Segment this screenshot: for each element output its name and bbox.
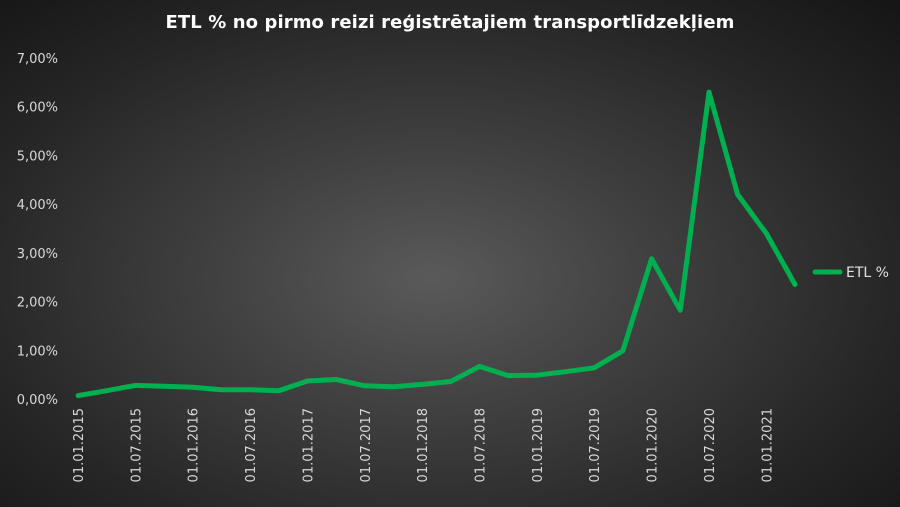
- y-tick-label: 3,00%: [17, 247, 58, 262]
- x-tick-label: 01.07.2020: [703, 408, 718, 482]
- series-layer: [75, 89, 798, 399]
- x-tick-label: 01.01.2017: [301, 408, 316, 482]
- x-tick-label: 01.01.2018: [416, 408, 431, 482]
- legend-label: ETL %: [846, 265, 889, 281]
- chart-title: ETL % no pirmo reizi reģistrētajiem tran…: [165, 12, 735, 33]
- y-tick-label: 1,00%: [17, 344, 58, 359]
- y-tick-label: 5,00%: [17, 149, 58, 164]
- x-tick-label: 01.07.2018: [474, 408, 489, 482]
- x-tick-label: 01.01.2020: [646, 408, 661, 482]
- x-tick-label: 01.01.2019: [531, 408, 546, 482]
- y-axis-labels: 0,00% 1,00% 2,00% 3,00% 4,00% 5,00% 6,00% 7,00%: [17, 52, 58, 408]
- x-tick-label: 01.07.2019: [588, 408, 603, 482]
- y-tick-label: 7,00%: [17, 52, 58, 67]
- series-line-etl: [75, 89, 798, 399]
- x-tick-label: 01.01.2021: [760, 408, 775, 482]
- x-tick-label: 01.07.2016: [244, 408, 259, 482]
- x-axis-labels: 01.01.2015 01.07.2015 01.01.2016 01.07.2016…: [72, 408, 775, 482]
- x-tick-label: 01.07.2017: [359, 408, 374, 482]
- x-tick-label: 01.01.2015: [72, 408, 87, 482]
- y-tick-label: 0,00%: [17, 393, 58, 408]
- x-tick-label: 01.01.2016: [187, 408, 202, 482]
- y-tick-label: 6,00%: [17, 101, 58, 116]
- legend: ETL %: [812, 265, 889, 281]
- x-tick-label: 01.07.2015: [129, 408, 144, 482]
- y-tick-label: 4,00%: [17, 198, 58, 213]
- y-tick-label: 2,00%: [17, 296, 58, 311]
